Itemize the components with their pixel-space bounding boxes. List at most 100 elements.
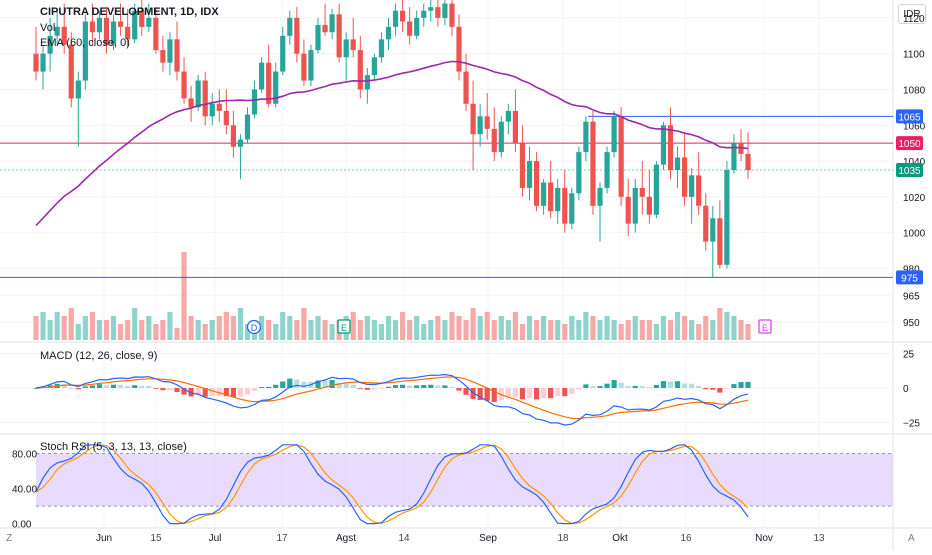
volume-bar — [533, 320, 540, 340]
candle-body — [724, 170, 730, 265]
candle-body — [153, 17, 159, 51]
macd-histogram-bar — [364, 388, 370, 390]
macd-histogram-bar — [400, 384, 406, 388]
candle-body — [421, 10, 427, 18]
candle-body — [357, 50, 363, 90]
macd-histogram-bar — [449, 386, 455, 388]
volume-bar — [33, 316, 39, 340]
candle-body — [61, 26, 67, 45]
time-axis-label: 13 — [813, 533, 825, 544]
macd-histogram-bar — [541, 388, 547, 399]
candle-body — [392, 10, 399, 27]
macd-histogram-bar — [392, 385, 399, 388]
volume-bar — [54, 312, 60, 340]
level-price-badge — [896, 109, 923, 124]
candle-body — [195, 80, 201, 108]
candle-body — [442, 3, 448, 18]
macd-histogram-bar — [491, 388, 497, 402]
time-axis-label: Agst — [336, 533, 356, 544]
candle-body — [562, 187, 568, 224]
volume-bar — [653, 324, 659, 340]
ema-legend[interactable]: EMA (60, close, 0) — [40, 37, 130, 49]
volume-bar — [209, 320, 215, 340]
candle-body — [646, 196, 652, 215]
volume-bar — [195, 320, 201, 340]
candle-body — [82, 21, 88, 81]
macd-histogram-bar — [89, 385, 95, 388]
candle-body — [89, 21, 95, 33]
macd-histogram-bar — [562, 388, 568, 397]
volume-bar — [604, 316, 610, 340]
candle-body — [505, 110, 511, 122]
volume-bar — [618, 324, 624, 340]
candle-body — [68, 44, 74, 99]
candle-body — [604, 152, 610, 188]
volume-bar — [442, 320, 448, 340]
volume-bar — [449, 312, 455, 340]
candle-body — [745, 153, 751, 170]
macd-histogram-bar — [125, 385, 131, 388]
currency-button[interactable]: IDR — [898, 4, 926, 24]
macd-histogram-bar — [738, 382, 744, 388]
candle-body — [618, 116, 624, 197]
volume-bar — [280, 312, 286, 340]
macd-legend[interactable]: MACD (12, 26, close, 9) — [40, 350, 158, 362]
macd-histogram-bar — [590, 386, 596, 388]
volume-bar — [287, 316, 293, 340]
level-price-label: 975 — [901, 273, 918, 284]
macd-histogram-bar — [456, 388, 462, 391]
volume-bar — [139, 320, 145, 340]
symbol-title: CIPUTRA DEVELOPMENT, 1D, IDX — [40, 6, 219, 18]
level-price-badge — [896, 163, 923, 177]
candle-body — [237, 139, 244, 147]
candle-body — [350, 39, 356, 51]
candle-body — [139, 10, 145, 27]
volume-bar — [526, 316, 533, 340]
candle-body — [738, 143, 744, 154]
macd-histogram-bar — [435, 385, 441, 388]
candle-body — [47, 35, 53, 54]
time-axis-label: 15 — [150, 533, 162, 544]
macd-histogram-bar — [237, 388, 244, 397]
price-tick-label: 965 — [903, 291, 920, 302]
candle-body — [343, 39, 349, 58]
volume-bar — [731, 316, 737, 340]
candle-body — [132, 10, 138, 40]
candle-body — [216, 103, 222, 111]
volume-bar — [696, 324, 702, 340]
macd-histogram-bar — [576, 388, 582, 390]
candle-body — [569, 193, 575, 224]
volume-bar — [421, 324, 427, 340]
volume-bar — [103, 320, 110, 340]
candle-body — [526, 161, 533, 188]
candle-body — [400, 10, 406, 22]
candle-body — [322, 25, 328, 33]
volume-legend[interactable]: Vol — [40, 22, 56, 34]
timezone-corner-label[interactable]: Z — [6, 533, 13, 544]
candle-body — [125, 26, 131, 40]
volume-bar — [498, 316, 504, 340]
event-marker-dividend — [246, 319, 262, 335]
volume-bar — [364, 316, 370, 340]
stochrsi-tick-label: 40.00 — [12, 485, 37, 496]
candle-body — [167, 39, 173, 63]
candle-body — [660, 125, 667, 165]
candle-body — [54, 26, 60, 36]
auto-scale-button[interactable]: A — [908, 533, 915, 544]
volume-bar — [625, 320, 631, 340]
volume-bar — [456, 316, 462, 340]
stochrsi-legend[interactable]: Stoch RSI (5, 3, 13, 13, close) — [40, 441, 187, 453]
macd-histogram-bar — [75, 388, 81, 390]
time-axis-label: Nov — [755, 533, 773, 544]
volume-bar — [223, 312, 229, 340]
volume-bar — [407, 320, 413, 340]
candle-body — [463, 71, 469, 104]
candle-body — [287, 17, 293, 36]
volume-bar — [491, 320, 497, 340]
candle-body — [491, 128, 497, 153]
candle-body — [717, 218, 723, 265]
event-marker-label: E — [341, 323, 347, 333]
volume-bar — [541, 316, 547, 340]
